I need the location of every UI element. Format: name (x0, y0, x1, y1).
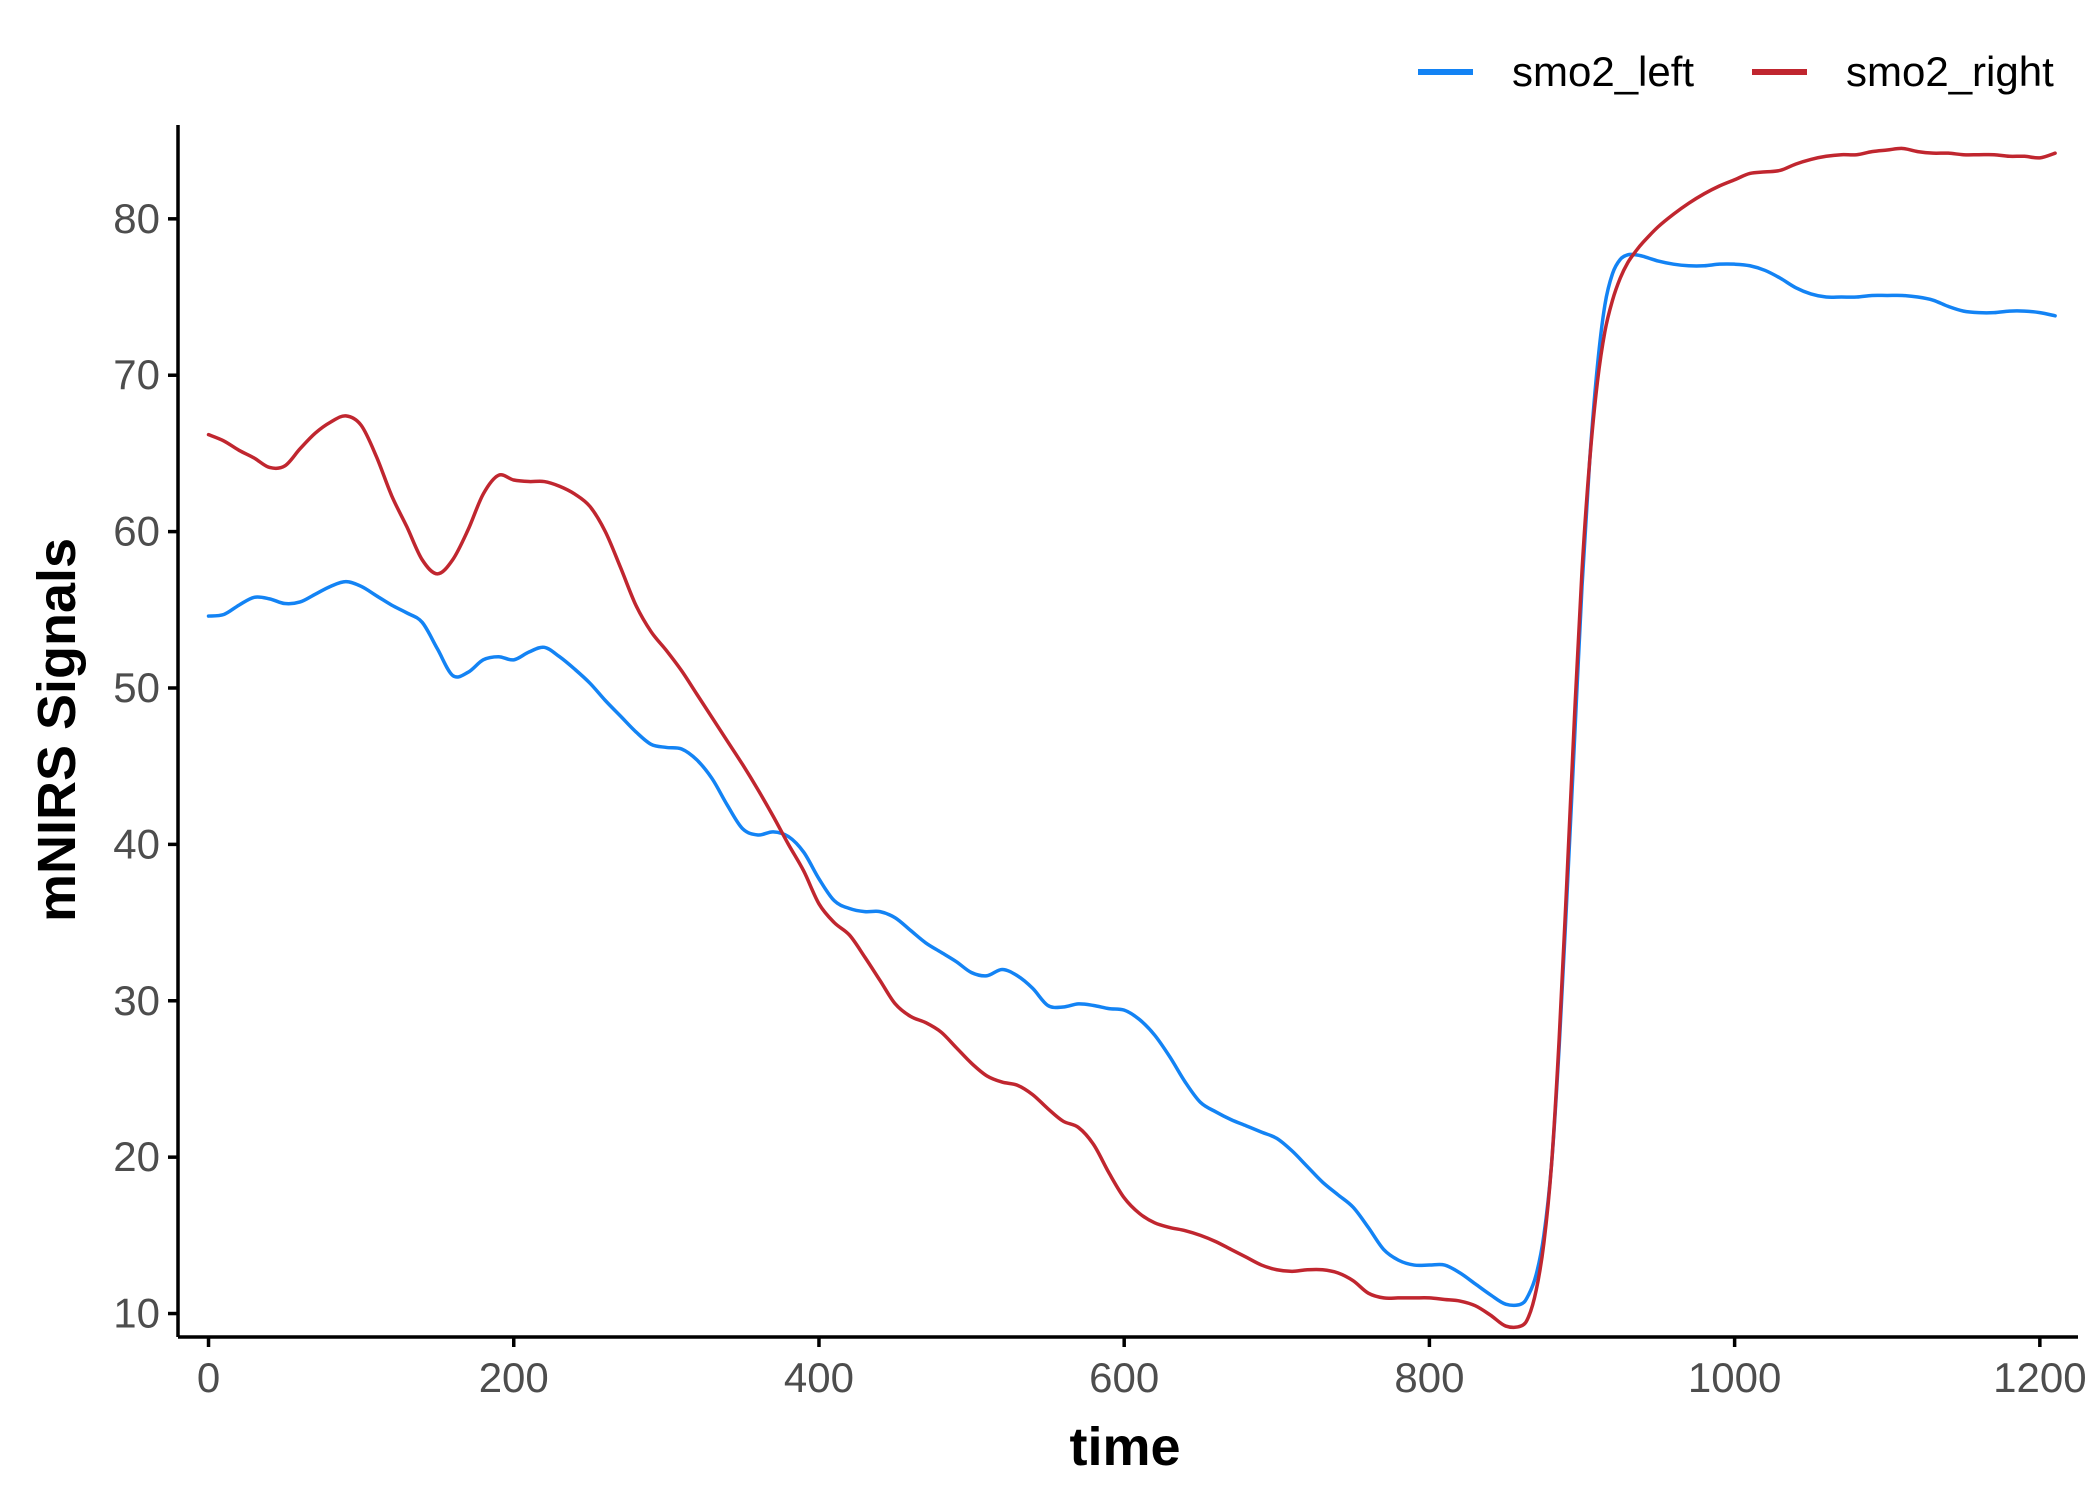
x-tick-label: 200 (479, 1354, 549, 1401)
series-layer (206, 146, 2057, 1330)
x-tick-label: 600 (1089, 1354, 1159, 1401)
y-tick-label: 80 (113, 195, 160, 242)
y-tick-label: 40 (113, 820, 160, 867)
y-tick-label: 10 (113, 1290, 160, 1337)
x-tick-label: 0 (197, 1354, 220, 1401)
y-tick-label: 50 (113, 664, 160, 711)
legend-label-smo2-right: smo2_right (1846, 48, 2054, 95)
y-axis-ticks: 10 20 30 40 50 60 70 80 (113, 195, 178, 1337)
legend-label-smo2-left: smo2_left (1512, 48, 1694, 95)
y-tick-label: 70 (113, 351, 160, 398)
x-tick-label: 800 (1394, 1354, 1464, 1401)
x-tick-label: 1000 (1688, 1354, 1781, 1401)
series-line-smo2-left (206, 252, 2057, 1308)
x-axis-title: time (1069, 1417, 1180, 1477)
x-tick-label: 1200 (1993, 1354, 2086, 1401)
x-axis-ticks: 0 200 400 600 800 1000 1200 (197, 1337, 2087, 1401)
y-axis-title: mNIRS Signals (27, 538, 87, 922)
x-tick-label: 400 (784, 1354, 854, 1401)
y-tick-label: 20 (113, 1133, 160, 1180)
y-tick-label: 30 (113, 977, 160, 1024)
y-tick-label: 60 (113, 508, 160, 555)
series-line-smo2-right (206, 146, 2057, 1330)
legend: smo2_left smo2_right (1418, 48, 2054, 95)
